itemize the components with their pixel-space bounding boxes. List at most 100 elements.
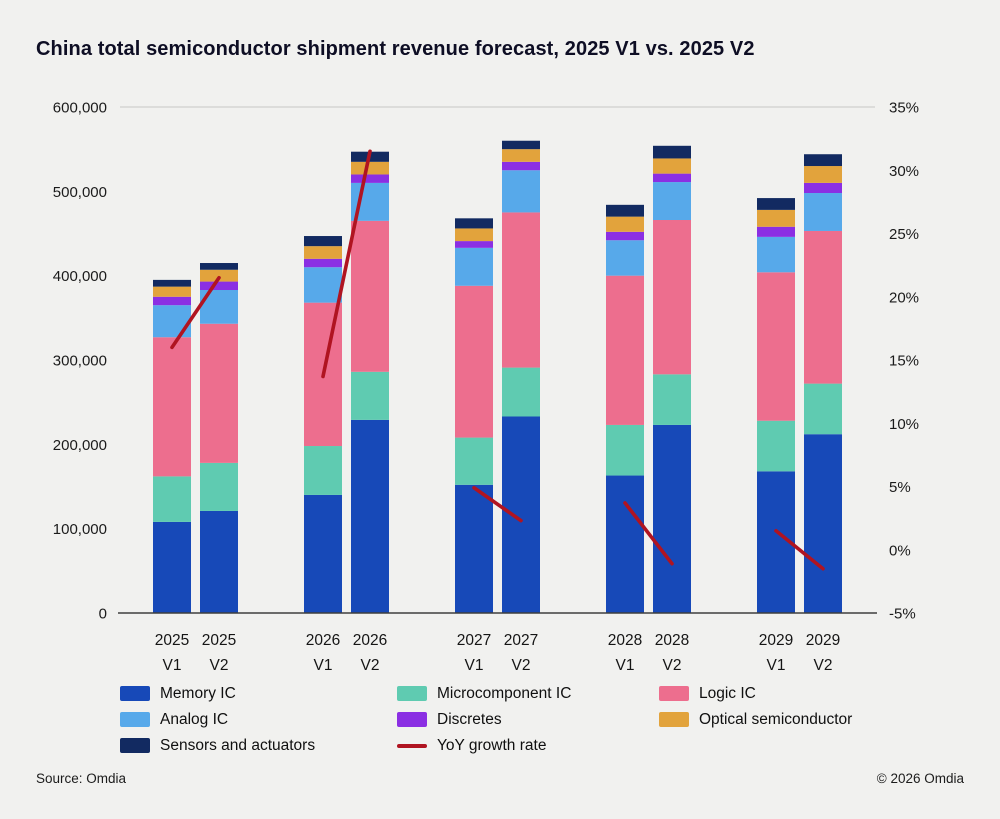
bar-segment <box>757 420 795 472</box>
bar-segment <box>455 247 493 286</box>
yoy-growth-line-segment <box>472 485 523 523</box>
bar-segment <box>502 140 540 150</box>
legend-label: YoY growth rate <box>437 736 547 754</box>
bar-segment <box>153 286 191 297</box>
bar-segment <box>606 231 644 241</box>
x-axis-year-label: 2029 <box>806 632 840 649</box>
bar-segment <box>153 476 191 522</box>
x-axis-version-label: V1 <box>465 657 484 674</box>
legend-item: Discretes <box>397 710 659 729</box>
x-axis-year-label: 2027 <box>457 632 491 649</box>
bar-segment <box>153 279 191 287</box>
legend-color-swatch <box>120 686 150 701</box>
y-right-tick-label: 15% <box>889 353 919 370</box>
bar-segment <box>606 275 644 425</box>
bar-segment <box>502 212 540 368</box>
legend-color-swatch <box>397 712 427 727</box>
chart-canvas: 0 100,000 200,000 300,000 400,000 500,000 600,… <box>53 100 919 675</box>
bar-segment <box>304 246 342 259</box>
bar-segment <box>351 419 389 613</box>
bar-segment <box>304 494 342 613</box>
legend-label: Memory IC <box>160 684 236 702</box>
bar-segment <box>606 216 644 232</box>
bar-segment <box>653 145 691 159</box>
bar-segment <box>653 374 691 425</box>
y-left-tick-label: 300,000 <box>53 353 107 370</box>
legend-label: Microcomponent IC <box>437 684 572 702</box>
bar-segment <box>455 285 493 438</box>
bar-segment <box>502 170 540 213</box>
bar-segment <box>804 434 842 613</box>
bar-segment <box>153 296 191 306</box>
y-right-tick-label: 20% <box>889 289 919 306</box>
legend-item: Analog IC <box>120 710 397 729</box>
bar-segment <box>153 305 191 338</box>
bar-segment <box>153 521 191 613</box>
y-right-tick-label: 10% <box>889 416 919 433</box>
y-right-tick-label: 30% <box>889 163 919 180</box>
legend-item: Logic IC <box>659 684 910 703</box>
legend-item: Memory IC <box>120 684 397 703</box>
bar-segment <box>606 475 644 613</box>
bar-segment <box>653 158 691 174</box>
yoy-growth-line-segment <box>623 501 674 566</box>
bar-segment <box>653 173 691 183</box>
x-axis-version-label: V2 <box>210 657 229 674</box>
bar-segment <box>653 220 691 375</box>
y-left-tick-label: 100,000 <box>53 521 107 538</box>
bar-segment <box>757 198 795 210</box>
bar-segment <box>455 228 493 242</box>
x-axis-year-label: 2028 <box>655 632 689 649</box>
y-left-tick-label: 0 <box>99 606 107 623</box>
bar-segment <box>653 182 691 221</box>
x-axis-year-label: 2025 <box>202 632 236 649</box>
chart-area: 0 100,000 200,000 300,000 400,000 500,000 600,… <box>0 91 1000 676</box>
bar-segment <box>351 161 389 175</box>
bar-segment <box>757 209 795 227</box>
legend-color-swatch <box>120 738 150 753</box>
bar-segment <box>606 204 644 217</box>
x-axis-year-label: 2029 <box>759 632 793 649</box>
bar-segment <box>351 371 389 420</box>
legend-label: Sensors and actuators <box>160 736 316 754</box>
x-axis-version-label: V2 <box>512 657 531 674</box>
bar-segment <box>502 161 540 171</box>
legend-label: Optical semiconductor <box>699 710 853 728</box>
x-axis-version-label: V1 <box>616 657 635 674</box>
x-axis-version-label: V2 <box>814 657 833 674</box>
legend-line-swatch <box>397 743 427 748</box>
bar-segment <box>304 267 342 303</box>
bar-segment <box>606 240 644 276</box>
legend-color-swatch <box>120 712 150 727</box>
x-axis-year-label: 2026 <box>353 632 387 649</box>
x-axis-year-label: 2026 <box>306 632 340 649</box>
legend-item: Sensors and actuators <box>120 736 397 755</box>
x-axis-version-label: V1 <box>163 657 182 674</box>
y-right-tick-label: 35% <box>889 100 919 117</box>
bar-segment <box>606 424 644 476</box>
bar-segment <box>200 281 238 291</box>
chart-footer: Source: Omdia © 2026 Omdia <box>0 755 1000 786</box>
bar-segment <box>455 484 493 613</box>
legend-item: Optical semiconductor <box>659 710 910 729</box>
bar-segment <box>200 510 238 613</box>
legend-label: Logic IC <box>699 684 756 702</box>
bar-segment <box>455 218 493 229</box>
bar-segment <box>757 272 795 421</box>
y-left-tick-label: 400,000 <box>53 268 107 285</box>
legend-item: YoY growth rate <box>397 736 659 755</box>
y-left-tick-label: 500,000 <box>53 184 107 201</box>
x-axis-year-label: 2028 <box>608 632 642 649</box>
chart-title: China total semiconductor shipment reven… <box>36 38 755 60</box>
x-axis-year-label: 2027 <box>504 632 538 649</box>
x-axis-version-label: V2 <box>663 657 682 674</box>
x-axis-version-label: V1 <box>314 657 333 674</box>
bar-segment <box>804 182 842 194</box>
bar-segment <box>804 383 842 435</box>
bar-segment <box>304 258 342 268</box>
legend: Memory IC Microcomponent IC Logic IC Analog… <box>120 684 910 755</box>
yoy-growth-line-segment <box>321 149 372 379</box>
bar-segment <box>757 226 795 237</box>
y-right-tick-label: 25% <box>889 226 919 243</box>
